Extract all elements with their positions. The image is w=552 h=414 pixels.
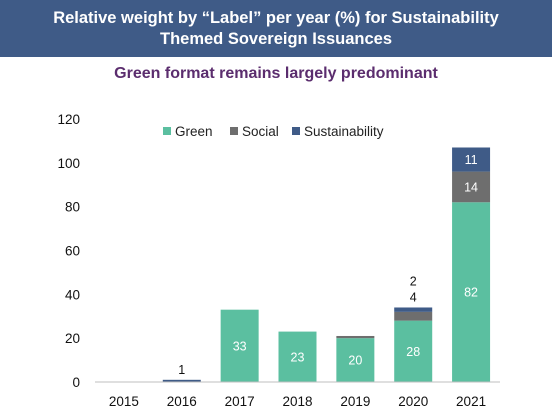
bar-segment-green: [394, 320, 433, 382]
bar-segment-sustainability: [162, 379, 201, 382]
bar-segment-sustainability: [394, 307, 433, 312]
data-label: 1: [178, 363, 185, 377]
bar-segment-green: [278, 331, 317, 382]
x-tick-label: 2017: [225, 394, 255, 409]
y-tick-label: 80: [65, 200, 80, 215]
legend-swatch-green: [163, 127, 171, 135]
y-tick-label: 100: [57, 156, 80, 171]
x-tick-label: 2020: [398, 394, 428, 409]
bar-segment-green: [452, 202, 491, 382]
data-label: 28: [406, 345, 420, 359]
x-tick-label: 2018: [282, 394, 312, 409]
y-tick-label: 120: [57, 112, 80, 127]
bar-segment-green: [336, 338, 375, 382]
y-tick-label: 60: [65, 244, 80, 259]
data-label: 2: [410, 274, 417, 288]
bar-segment-social: [394, 311, 433, 321]
data-label: 33: [233, 339, 247, 353]
legend-swatch-social: [230, 127, 238, 135]
x-tick-label: 2016: [167, 394, 197, 409]
chart-subtitle: Green format remains largely predominant: [114, 65, 438, 82]
data-label: 23: [291, 350, 305, 364]
chart-title-line-2: Themed Sovereign Issuances: [159, 29, 392, 48]
x-tick-label: 2021: [456, 394, 486, 409]
legend-label-sustainability: Sustainability: [304, 124, 384, 139]
legend-label-social: Social: [242, 124, 279, 139]
data-label: 11: [465, 153, 478, 167]
bar-segment-sustainability: [452, 147, 491, 172]
legend-swatch-sustainability: [292, 127, 300, 135]
data-label: 14: [464, 180, 478, 194]
data-label: 82: [464, 286, 478, 300]
chart-title-banner: Relative weight by “Label” per year (%) …: [0, 0, 552, 57]
y-tick-label: 40: [65, 287, 80, 302]
chart-title-line-1: Relative weight by “Label” per year (%) …: [53, 8, 499, 27]
bar-segment-social: [336, 335, 375, 339]
y-tick-label: 20: [65, 331, 80, 346]
data-label: 4: [410, 290, 417, 304]
bar-segment-social: [452, 171, 491, 203]
data-label: 20: [348, 354, 362, 368]
bar-segment-green: [220, 309, 259, 382]
y-tick-label: 0: [72, 375, 80, 390]
x-tick-label: 2019: [340, 394, 370, 409]
x-tick-label: 2015: [109, 394, 139, 409]
legend-label-green: Green: [175, 124, 213, 139]
